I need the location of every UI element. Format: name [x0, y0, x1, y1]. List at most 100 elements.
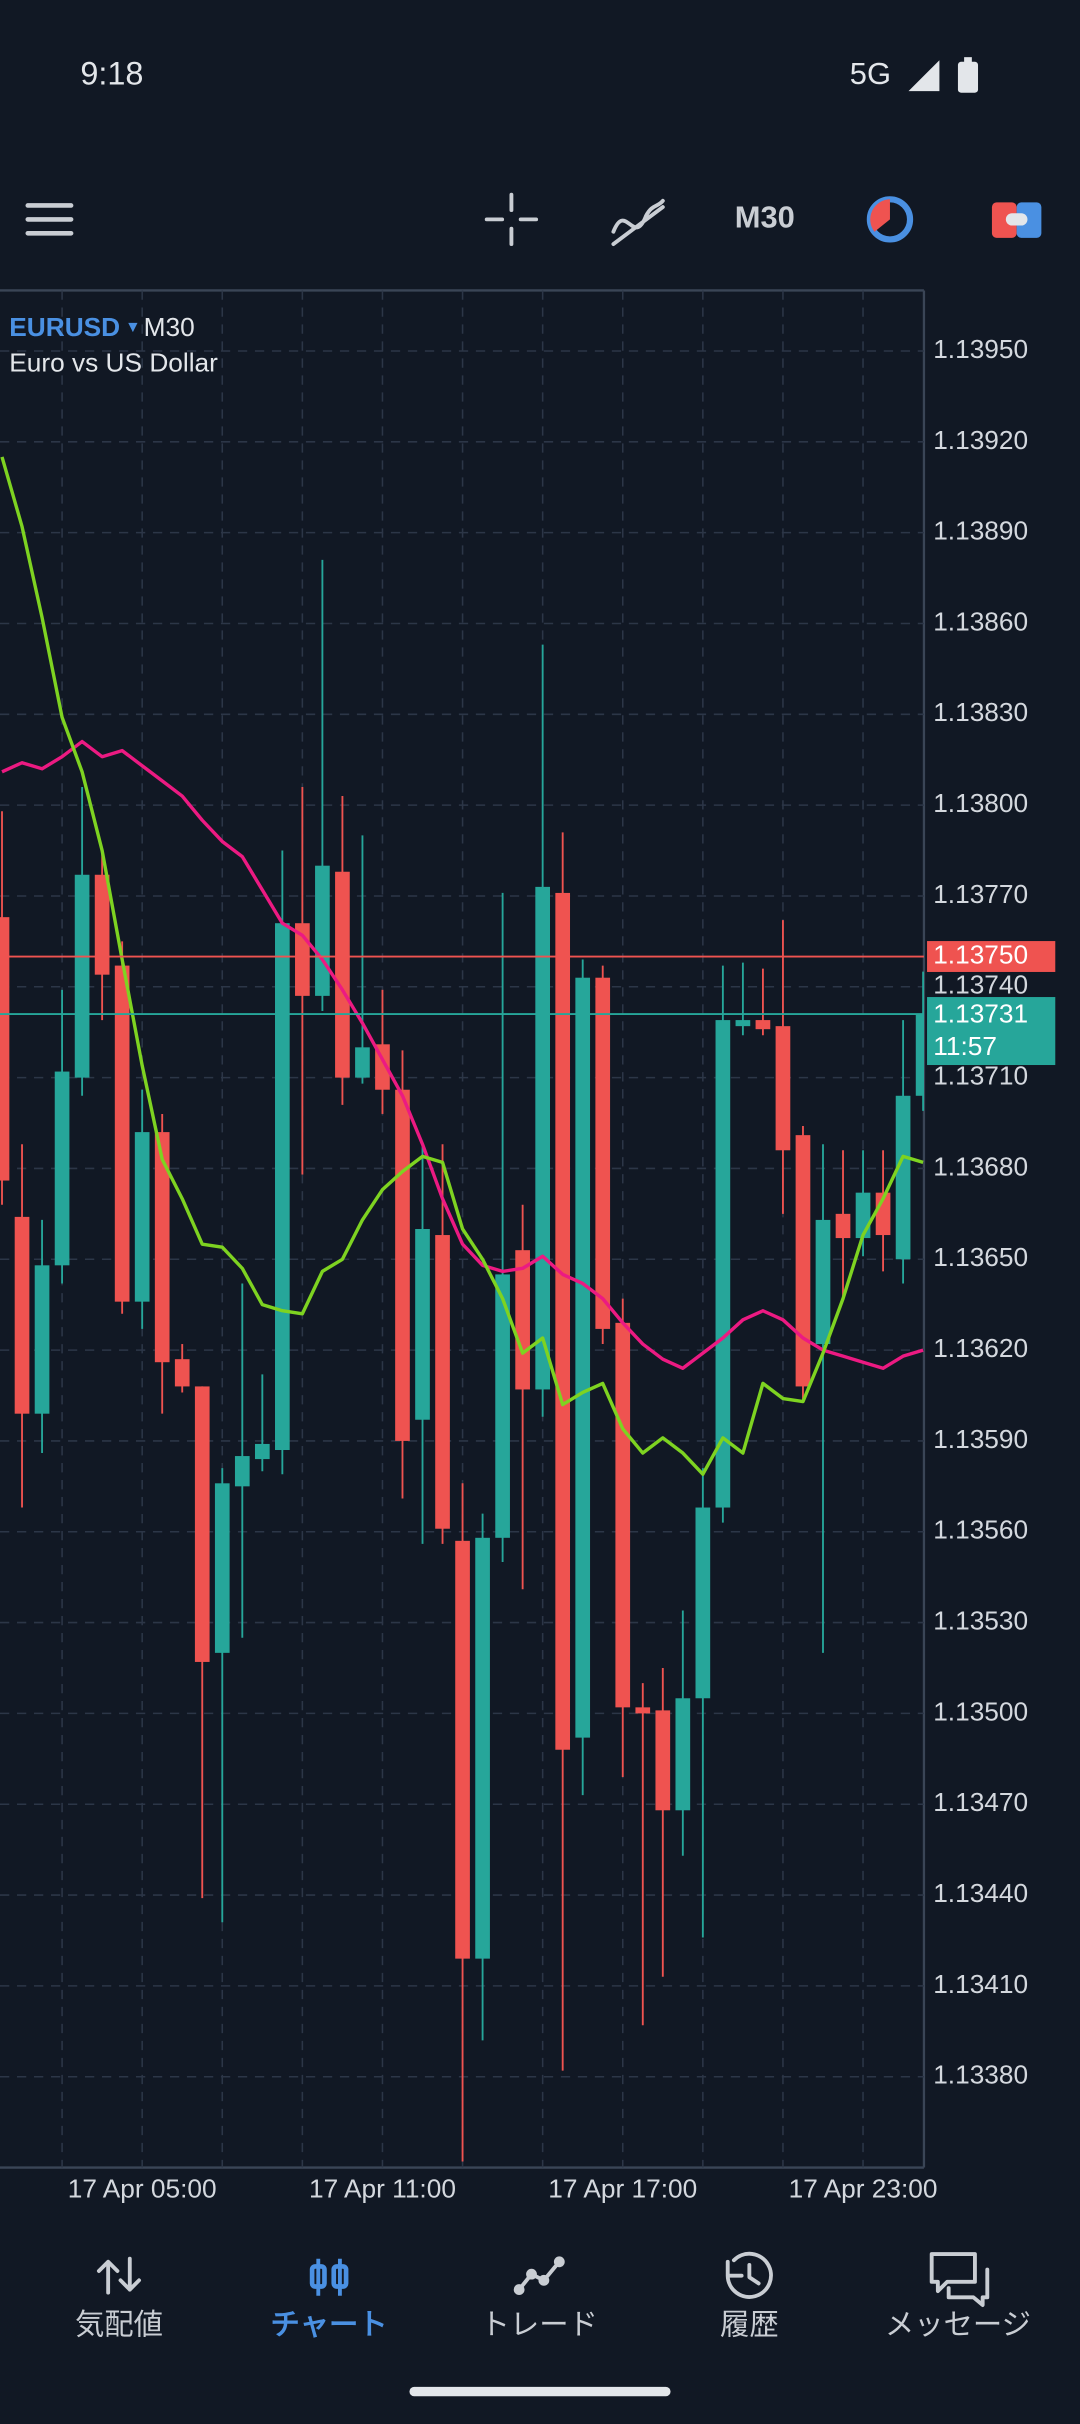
- symbol-dropdown[interactable]: [128, 322, 138, 333]
- candle-body: [355, 1047, 370, 1078]
- status-network: 5G: [850, 56, 891, 91]
- candle-body: [275, 923, 290, 1451]
- nav-item-label[interactable]: 気配値: [75, 2308, 163, 2341]
- y-tick-label: 1.13620: [933, 1333, 1028, 1363]
- indicator-line: [1, 739, 924, 1370]
- candle-body: [114, 965, 130, 1302]
- timer-button[interactable]: [866, 196, 914, 243]
- candle-body: [895, 1095, 911, 1260]
- candle-body: [835, 1213, 851, 1239]
- price-tag: [927, 997, 1056, 1066]
- candle-body: [134, 1132, 150, 1302]
- candle-body: [655, 1710, 671, 1811]
- nav-item-label[interactable]: トレード: [481, 2308, 598, 2341]
- candle-body: [495, 1274, 510, 1538]
- candle-body: [795, 1135, 811, 1387]
- nav-item-icon[interactable]: [96, 2256, 141, 2295]
- symbol[interactable]: EURUSD: [9, 312, 120, 342]
- y-tick-label: 1.13410: [933, 1969, 1028, 1999]
- menu-button[interactable]: [25, 203, 74, 236]
- nav-item-label[interactable]: 履歴: [720, 2308, 779, 2341]
- y-tick-label: 1.13530: [933, 1606, 1028, 1636]
- y-tick-label: 1.13500: [933, 1696, 1028, 1726]
- nav-item-icon[interactable]: [725, 2251, 773, 2299]
- candle-body: [214, 1483, 230, 1653]
- home-indicator[interactable]: [409, 2386, 671, 2397]
- y-tick-label: 1.13920: [933, 425, 1028, 455]
- indicators-button[interactable]: [611, 198, 665, 247]
- candle-body: [455, 1540, 470, 1959]
- y-tick-label: 1.13650: [933, 1242, 1028, 1272]
- candle-body: [855, 1192, 871, 1239]
- candle-body: [34, 1265, 50, 1414]
- candle-body: [14, 1216, 30, 1414]
- candle-body: [475, 1537, 490, 1959]
- crosshair-button[interactable]: [484, 192, 539, 247]
- price-tag-label: 1.13750: [933, 939, 1028, 969]
- y-tick-label: 1.13590: [933, 1424, 1028, 1454]
- candle-body: [715, 1020, 731, 1508]
- indicator-line: [0, 456, 924, 1476]
- y-tick-label: 1.13770: [933, 879, 1028, 909]
- signal-icon: [908, 60, 940, 92]
- nav-item-icon[interactable]: [513, 2256, 565, 2295]
- candle-body: [54, 1071, 70, 1266]
- candle-body: [415, 1228, 430, 1420]
- battery-icon: [957, 61, 979, 93]
- nav-item-icon[interactable]: [929, 2252, 990, 2307]
- candle-body: [595, 977, 611, 1329]
- x-tick-label: 17 Apr 11:00: [309, 2174, 456, 2204]
- y-tick-label: 1.13710: [933, 1061, 1028, 1091]
- candle-body: [735, 1020, 751, 1027]
- chart-timeframe: M30: [144, 312, 195, 342]
- candle-body: [335, 871, 350, 1078]
- price-tag: [927, 941, 1056, 972]
- candle-body: [94, 874, 110, 975]
- status-time: 9:18: [80, 55, 143, 91]
- candle-body: [675, 1698, 691, 1811]
- candle-body: [615, 1322, 631, 1708]
- candle-body: [635, 1707, 651, 1714]
- candle-body: [0, 917, 10, 1181]
- candle-body: [194, 1386, 210, 1662]
- y-tick-label: 1.13440: [933, 1878, 1028, 1908]
- candle-body: [395, 1089, 410, 1441]
- candle-body: [815, 1219, 831, 1345]
- y-tick-label: 1.13560: [933, 1515, 1028, 1545]
- nav-item-icon[interactable]: [309, 2258, 349, 2296]
- candle-body: [154, 1132, 170, 1363]
- y-tick-label: 1.13680: [933, 1151, 1028, 1181]
- candle-body: [755, 1020, 771, 1030]
- nav-item-label[interactable]: メッセージ: [885, 2308, 1031, 2341]
- candle-body: [315, 865, 330, 996]
- y-tick-label: 1.13740: [933, 970, 1028, 1000]
- bottom-nav: 気配値 チャート トレード 履歴 メッセージ: [75, 2251, 1031, 2341]
- trade-toggle-button[interactable]: [991, 202, 1042, 238]
- candle-body: [515, 1250, 530, 1390]
- candle-body: [775, 1026, 791, 1151]
- nav-item-label[interactable]: チャート: [271, 2308, 388, 2341]
- candle-body: [74, 874, 90, 1078]
- battery-tip: [964, 57, 972, 64]
- y-tick-label: 1.13800: [933, 788, 1028, 818]
- price-tag-label: 1.13731: [933, 999, 1028, 1029]
- candle-body: [435, 1235, 450, 1529]
- symbol-description: Euro vs US Dollar: [9, 348, 218, 378]
- candle-body: [174, 1359, 190, 1387]
- y-tick-label: 1.13380: [933, 2060, 1028, 2090]
- candle-body: [254, 1443, 270, 1460]
- timeframe-button[interactable]: M30: [735, 200, 795, 235]
- candle-body: [535, 886, 550, 1390]
- price-tag-countdown: 11:57: [933, 1031, 997, 1061]
- candle-body: [695, 1507, 711, 1699]
- candle-body: [575, 977, 591, 1738]
- y-tick-label: 1.13470: [933, 1787, 1028, 1817]
- candle-body: [234, 1456, 250, 1487]
- x-tick-label: 17 Apr 05:00: [68, 2174, 217, 2204]
- x-tick-label: 17 Apr 17:00: [548, 2174, 697, 2204]
- y-tick-label: 1.13890: [933, 516, 1028, 546]
- y-tick-label: 1.13860: [933, 606, 1028, 636]
- candle-body: [555, 892, 571, 1750]
- plot: [0, 456, 924, 2162]
